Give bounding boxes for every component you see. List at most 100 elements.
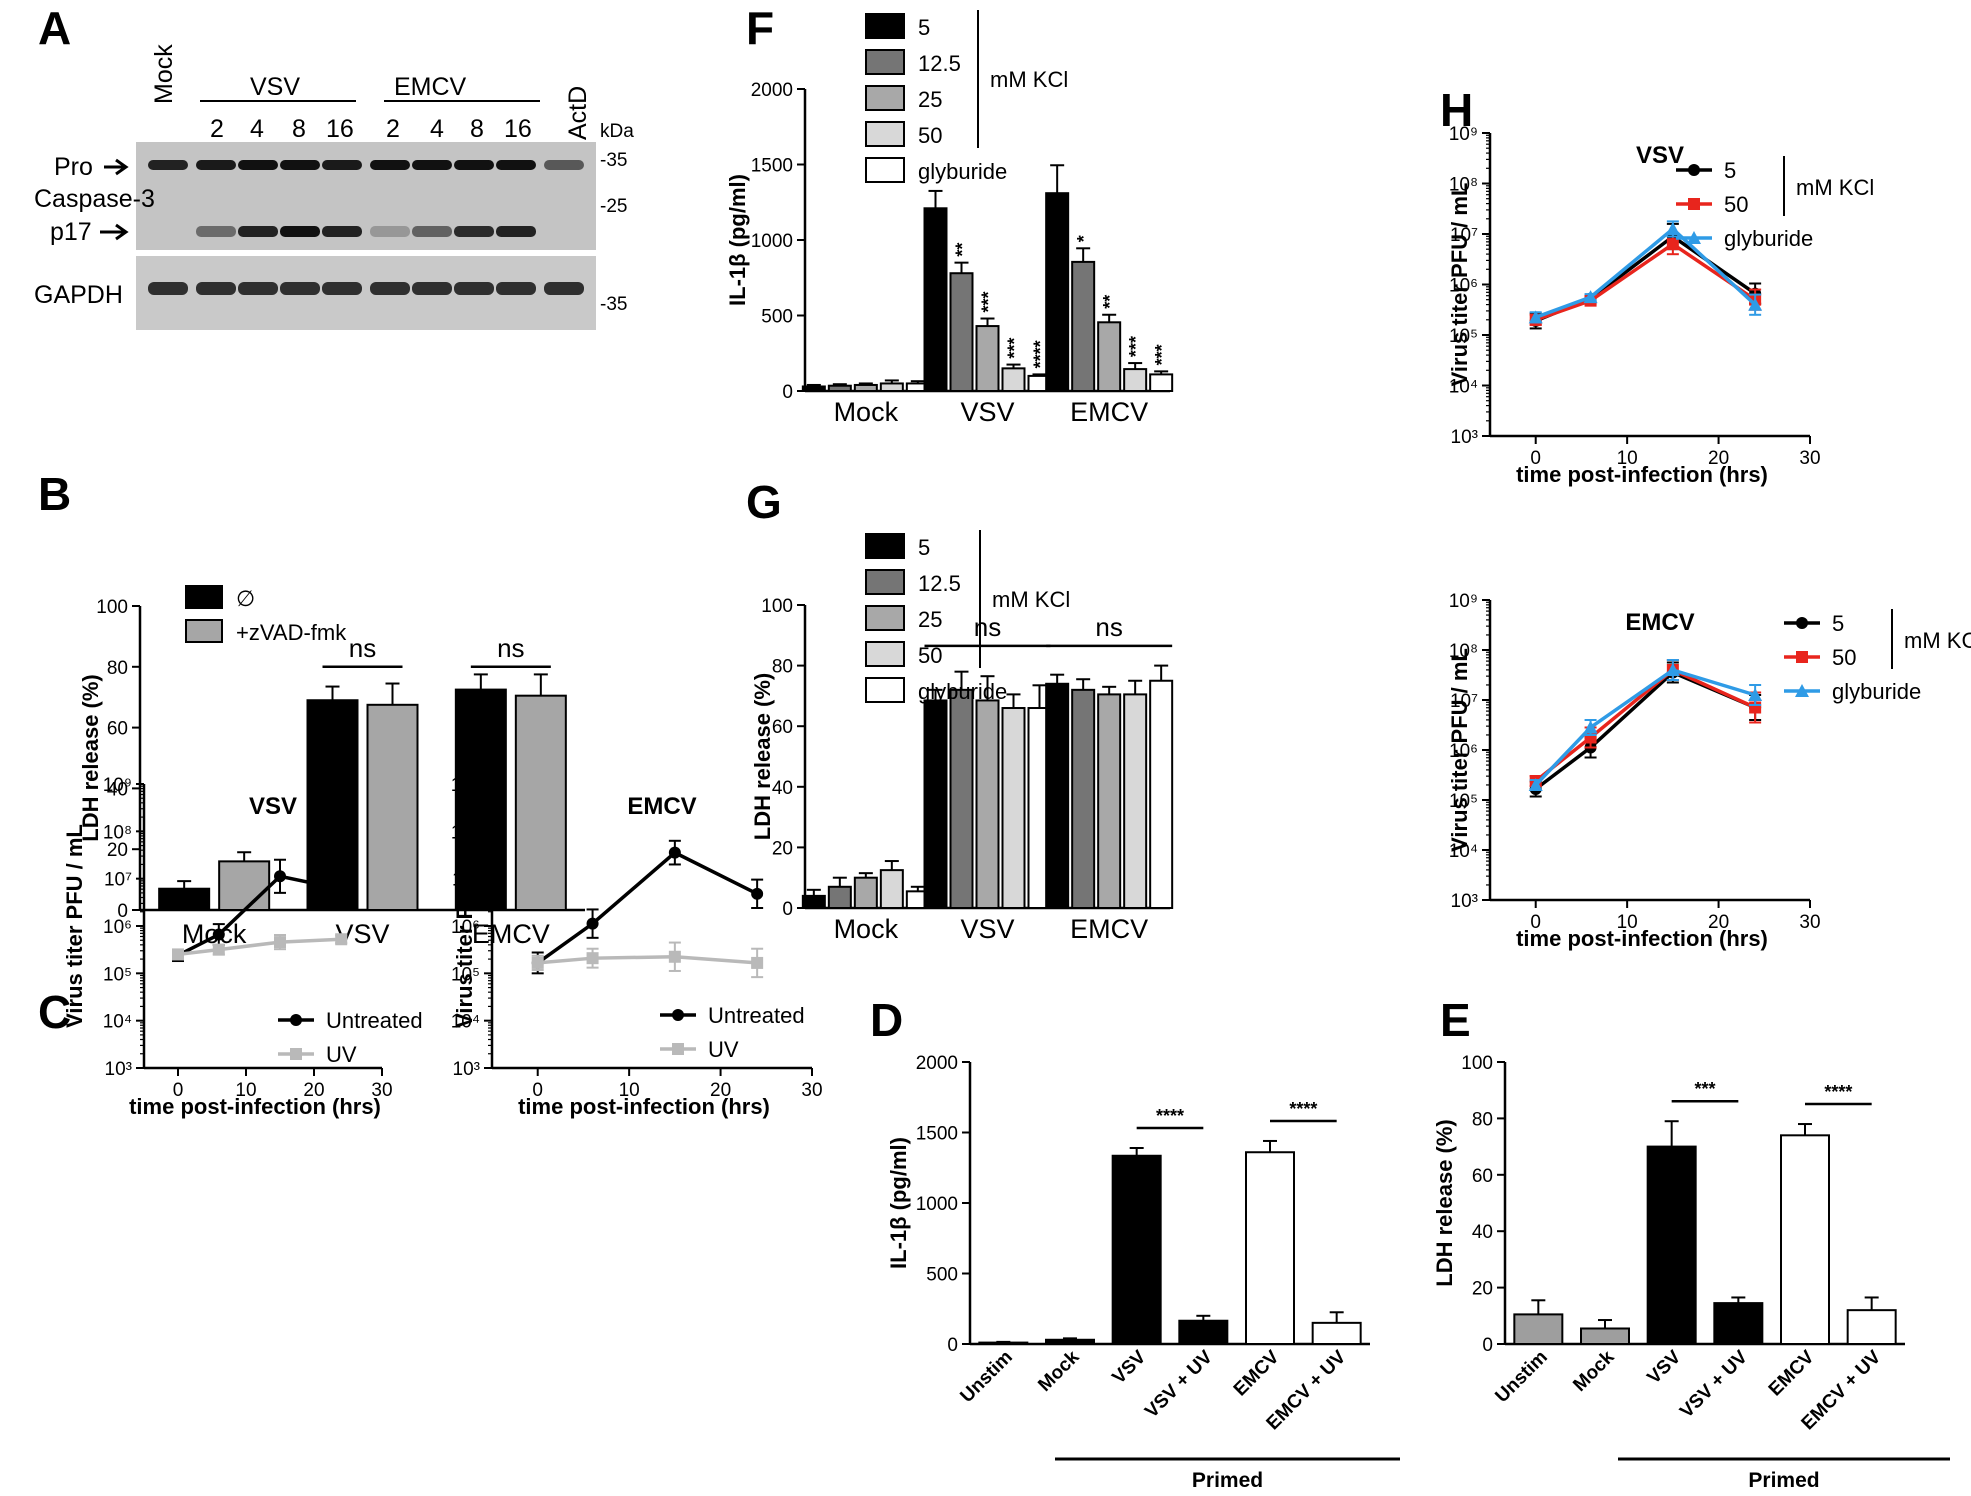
bar [879, 382, 904, 393]
marker-label: -25 [600, 196, 627, 217]
group-label-emcv: EMCV [394, 73, 467, 101]
category-label: Mock [834, 397, 899, 427]
y-tick-label: 80 [107, 658, 128, 679]
legend-swatch [185, 619, 223, 643]
legend-swatch [865, 605, 905, 631]
legend-label: 50 [1724, 192, 1748, 217]
bar [1001, 367, 1026, 393]
y-tick-label: 10⁸ [451, 822, 480, 843]
bar [1123, 368, 1148, 393]
bar [1846, 1309, 1897, 1346]
legend-label: glyburide [918, 159, 1007, 184]
category-label: EMCV [1070, 397, 1148, 427]
band-p17 [322, 226, 362, 237]
legend-label: glyburide [918, 679, 1007, 704]
chart-title: EMCV [1625, 609, 1694, 636]
x-tick-label: 30 [371, 1080, 392, 1101]
label-gapdh: GAPDH [34, 281, 123, 309]
category-label: VSV + UV [1676, 1346, 1752, 1422]
y-tick-label: 100 [761, 596, 793, 617]
lane-label: 2 [386, 115, 400, 143]
data-point [1665, 663, 1680, 676]
band-gapdh [196, 282, 236, 295]
band-pro [238, 160, 278, 170]
y-tick-label: 10⁵ [1449, 791, 1478, 812]
category-label: VSV [960, 397, 1014, 427]
label-caspase-3: Caspase-3 [34, 185, 155, 213]
y-tick-label: 10⁷ [452, 870, 480, 891]
bar [158, 887, 211, 911]
series-line [177, 937, 342, 957]
significance-label: **** [1156, 1106, 1184, 1126]
x-tick-label: 10 [1617, 912, 1638, 933]
y-tick-label: 10⁷ [1450, 691, 1478, 712]
legend-label: 50 [918, 123, 942, 148]
significance-label: **** [1031, 340, 1051, 368]
panel-label-b: B [38, 468, 71, 520]
lane-label: 4 [250, 115, 264, 143]
panel-label-a: A [38, 2, 71, 54]
y-tick-label: 10⁸ [1449, 641, 1478, 662]
chart-title: VSV [249, 793, 297, 820]
data-point [531, 956, 544, 969]
panel-label-e: E [1440, 994, 1471, 1046]
arrow-icon [100, 223, 129, 241]
bar [1071, 260, 1096, 392]
series-line [1535, 226, 1757, 319]
data-point [1795, 684, 1809, 697]
category-label: Mock [834, 914, 899, 944]
chart-E: 0 20 40 60 80 100 LDH release (%) Unstim Mock VSV… [1432, 1053, 1950, 1492]
y-tick-label: 10⁸ [1449, 175, 1478, 196]
lane-label: 16 [326, 115, 354, 143]
legend-label: glyburide [1832, 679, 1921, 704]
band-gapdh [496, 282, 536, 295]
y-tick-label: 10³ [453, 1059, 480, 1080]
arrow-icon [104, 158, 129, 176]
bar [1245, 1151, 1295, 1345]
significance-label: *** [1152, 344, 1172, 365]
bar [1149, 373, 1174, 393]
bar [1580, 1327, 1630, 1345]
primed-label: Primed [1192, 1469, 1263, 1492]
band-gapdh [238, 282, 278, 295]
y-tick-label: 10⁸ [103, 822, 132, 843]
y-tick-label: 1500 [916, 1124, 958, 1145]
lane-label: ActD [564, 86, 592, 140]
band-pro [196, 160, 236, 170]
data-point [1796, 651, 1808, 663]
y-tick-label: 10⁵ [103, 964, 132, 985]
legend-unit: mM KCl [1796, 175, 1874, 200]
data-point [274, 936, 286, 949]
legend-swatch [865, 157, 905, 183]
y-tick-label: 10³ [1451, 427, 1478, 448]
category-label: VSV + UV [1141, 1346, 1217, 1422]
band-gapdh [370, 282, 410, 295]
y-tick-label: 10⁹ [451, 775, 480, 796]
bar [975, 325, 1000, 393]
y-axis-label: Virus titer PFU / mL [1447, 183, 1472, 387]
data-point [751, 887, 764, 900]
data-point [672, 1009, 684, 1021]
data-point [1688, 198, 1700, 210]
y-tick-label: 10⁵ [451, 964, 480, 985]
legend-swatch [865, 121, 905, 147]
y-tick-label: 10⁴ [103, 1012, 132, 1033]
data-point [172, 948, 184, 961]
band-pro [544, 160, 584, 170]
bar [975, 699, 1000, 909]
y-tick-label: 60 [1472, 1166, 1493, 1187]
bar [1097, 321, 1122, 393]
bar [949, 688, 974, 910]
legend-swatch [185, 585, 223, 609]
legend-label: 5 [1724, 158, 1736, 183]
band-gapdh [544, 282, 584, 295]
lane-label: 8 [470, 115, 484, 143]
bar [1713, 1302, 1764, 1345]
series-line [1534, 667, 1756, 783]
y-tick-label: 2000 [916, 1053, 958, 1074]
bar [853, 876, 878, 910]
legend-label: 5 [1832, 611, 1844, 636]
significance-label: *** [979, 292, 999, 313]
